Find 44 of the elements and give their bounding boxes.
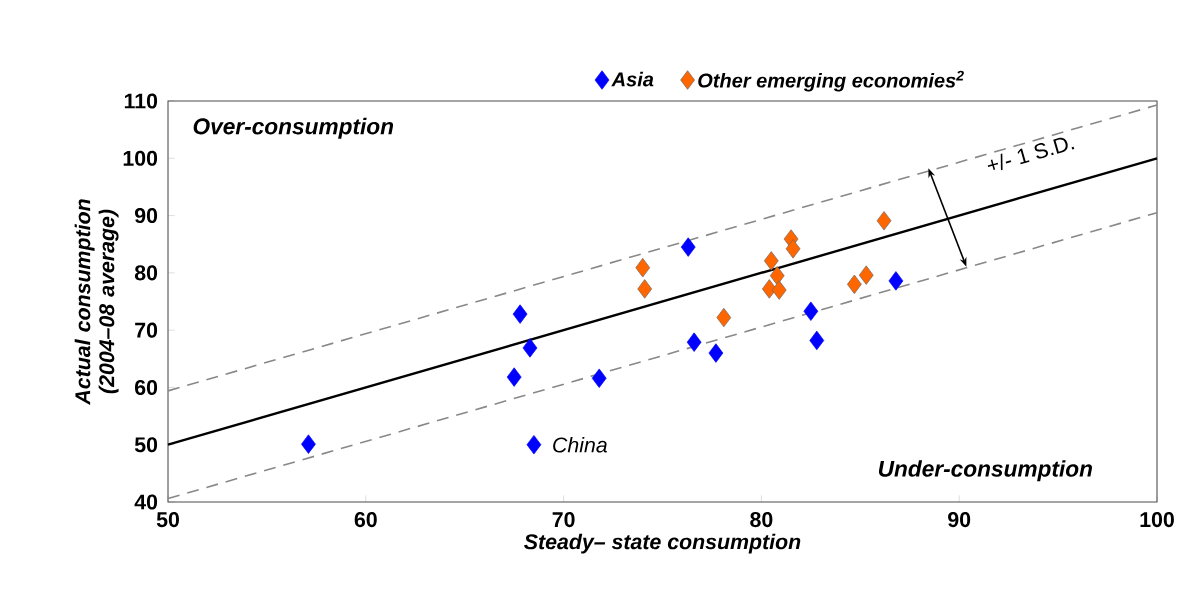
y-axis-title: Actual consumption (2004–08 average) [74,199,119,406]
y-tick-label: 40 [134,494,158,510]
x-tick-label: 50 [156,512,179,528]
y-tick-label: 50 [134,437,158,453]
point [769,266,785,286]
x-tick-label: 60 [354,512,377,528]
x-tick-label: 100 [1140,512,1174,528]
y-tick-label: 110 [124,93,158,109]
x-tick-label: 80 [750,512,773,528]
point [526,435,542,455]
point [637,279,653,299]
point [506,367,522,387]
point [512,304,528,324]
annotation: +/- 1 S.D. [987,137,1075,171]
point [763,251,779,271]
annotation: Under-consumption [878,460,1093,482]
x-axis-title: Steady– state consumption [524,533,801,554]
y-tick-label: 70 [135,322,158,338]
point [847,274,862,294]
x-tick-label: 90 [948,512,971,528]
y-tick-label: 100 [123,150,158,166]
y-tick-label: 60 [135,379,158,395]
point [803,301,819,321]
legend-label: Asia [611,71,654,87]
point [858,265,874,285]
annotation: China [553,436,607,453]
point [876,211,892,231]
y-tick-label: 90 [134,208,158,224]
point [686,332,702,352]
x-tick-label: 70 [552,512,575,528]
point [716,307,732,328]
point [708,343,724,363]
point [635,258,651,278]
point [591,368,607,388]
point [522,338,538,358]
point [771,280,787,300]
annotation: Over-consumption [193,117,394,139]
point [809,330,825,351]
legend-label: Other emerging economies$^{2}$ [698,70,964,92]
point [680,237,696,257]
point [888,271,904,291]
point [301,434,316,454]
point [785,239,801,259]
y-tick-label: 80 [134,265,158,281]
